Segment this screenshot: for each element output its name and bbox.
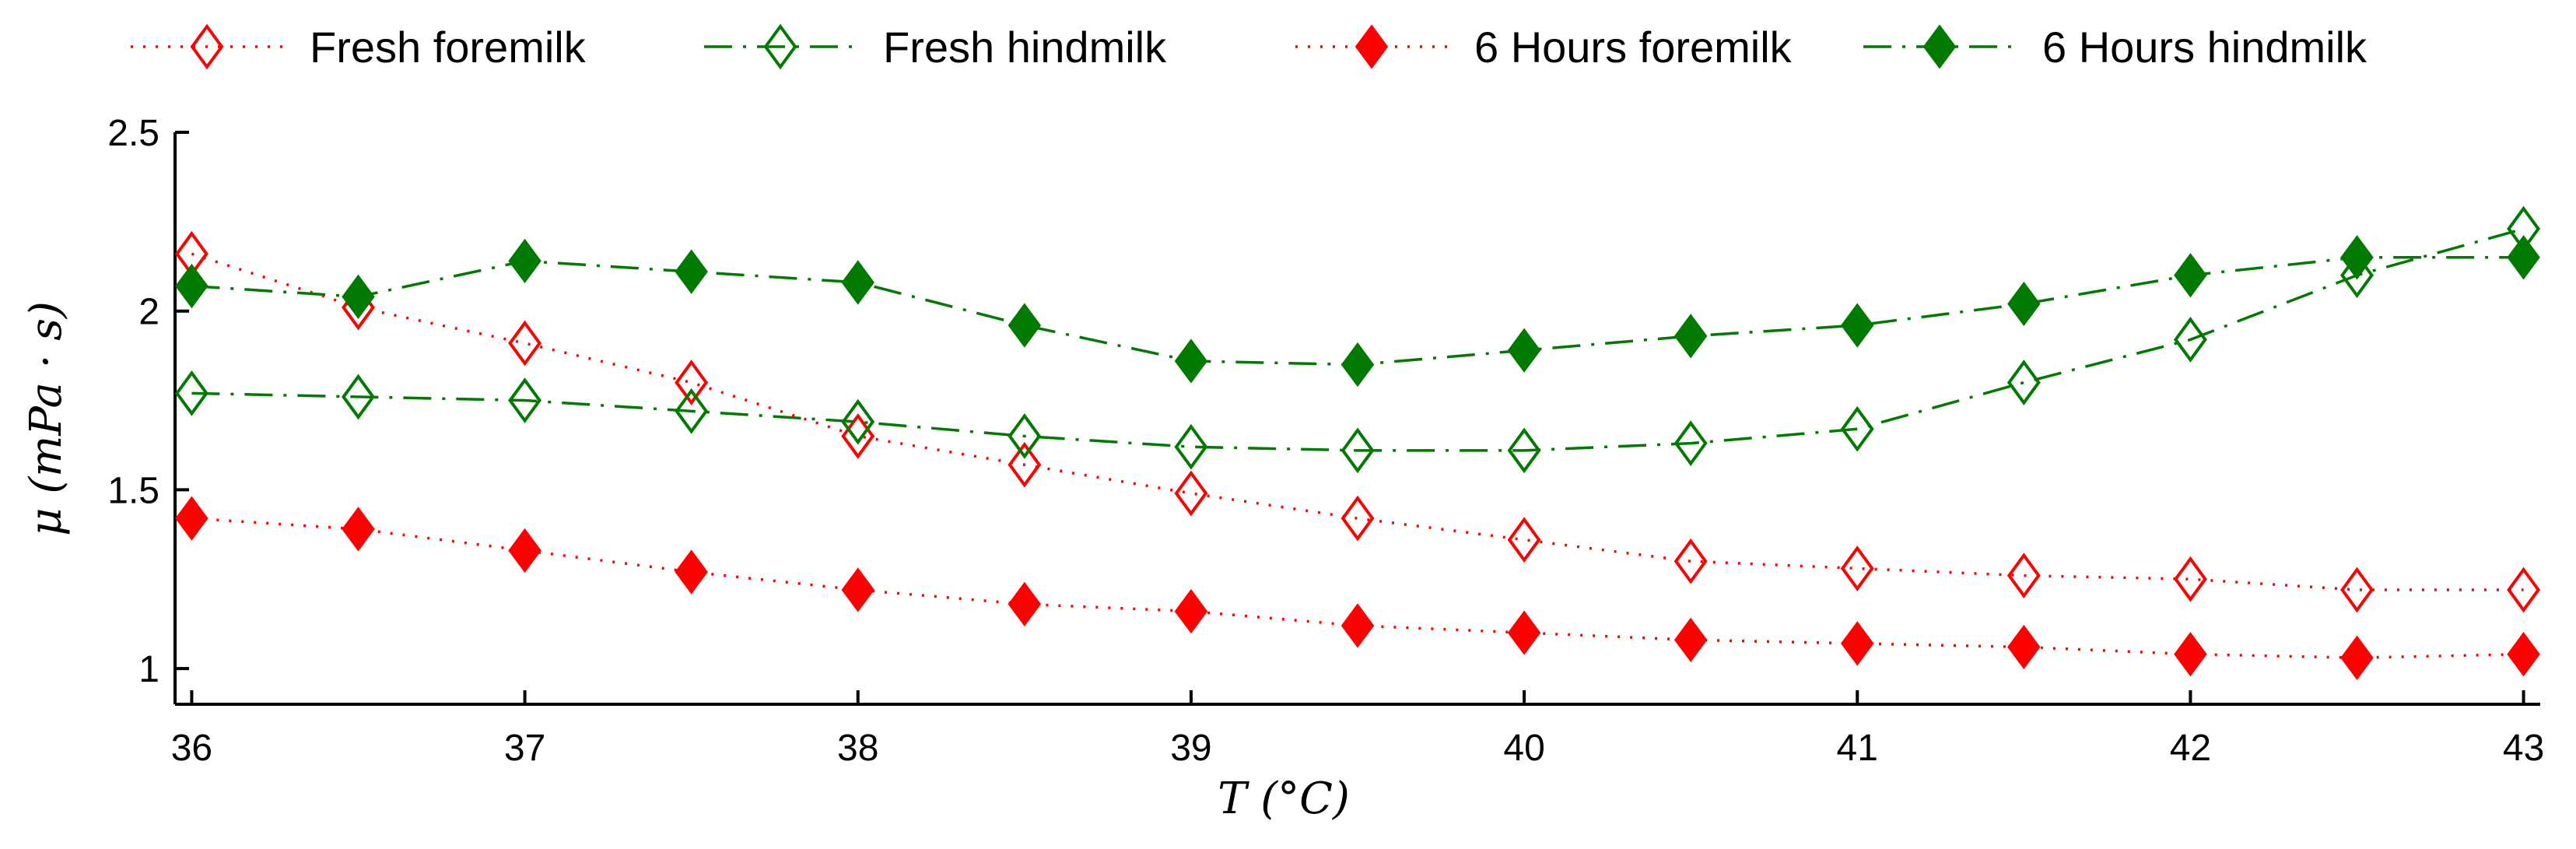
data-point xyxy=(1341,342,1375,388)
data-point xyxy=(1008,441,1042,488)
data-point xyxy=(2173,556,2207,602)
data-point xyxy=(342,507,375,552)
data-point xyxy=(1507,610,1541,655)
data-point xyxy=(342,274,375,319)
data-point xyxy=(508,320,542,367)
data-point xyxy=(1674,617,1708,662)
legend-label: Fresh foremilk xyxy=(310,23,587,72)
y-tick-label: 2 xyxy=(138,292,159,333)
legend-marker xyxy=(1922,24,1957,69)
data-point xyxy=(1840,405,1874,452)
data-point xyxy=(841,567,874,612)
x-tick-label: 36 xyxy=(171,728,212,769)
legend-label: 6 Hours hindmilk xyxy=(2042,23,2367,72)
data-point xyxy=(2507,235,2540,280)
data-point xyxy=(1507,427,1541,474)
data-point xyxy=(675,360,709,405)
data-point xyxy=(174,370,209,416)
series-6-hours-foremilk xyxy=(175,496,2540,680)
x-tick-label: 42 xyxy=(2170,728,2211,769)
data-point xyxy=(1507,517,1541,563)
data-point xyxy=(2340,635,2374,680)
data-point xyxy=(2507,567,2541,613)
data-point xyxy=(2006,553,2041,599)
data-point xyxy=(675,249,708,294)
y-axis-title: μ (mPa · s) xyxy=(21,301,72,536)
data-point xyxy=(675,388,709,434)
data-point xyxy=(1674,420,1708,467)
data-point xyxy=(508,528,541,574)
data-point xyxy=(1008,581,1042,627)
data-point xyxy=(1341,603,1375,648)
data-point xyxy=(1674,314,1708,359)
data-point xyxy=(1008,413,1042,459)
series-layer xyxy=(174,205,2541,680)
data-point xyxy=(2007,281,2041,327)
x-tick-label: 39 xyxy=(1170,728,1211,769)
x-tick-label: 38 xyxy=(837,728,878,769)
data-point xyxy=(2174,632,2207,677)
y-tick-label: 1 xyxy=(138,649,159,690)
data-point xyxy=(342,374,375,420)
data-point xyxy=(1341,427,1375,474)
plot-area: 1 1.5 2 2.5 36 37 38 39 40 41 42 43 xyxy=(107,113,2544,769)
data-point xyxy=(1174,339,1208,384)
x-tick-label: 40 xyxy=(1503,728,1544,769)
y-tick-label: 2.5 xyxy=(107,113,159,154)
x-tick-label: 41 xyxy=(1837,728,1878,769)
data-point xyxy=(841,398,875,445)
data-point xyxy=(2340,252,2374,299)
data-point xyxy=(2173,317,2207,363)
data-point xyxy=(1174,423,1208,470)
x-tick-label: 37 xyxy=(504,728,545,769)
y-tick-label: 1.5 xyxy=(107,470,159,511)
legend-label: 6 Hours foremilk xyxy=(1474,23,1793,72)
legend-marker xyxy=(1355,24,1389,69)
legend-item-fresh-foremilk: Fresh foremilk xyxy=(131,23,587,72)
data-point xyxy=(508,377,542,423)
data-point xyxy=(675,549,708,595)
data-point xyxy=(175,263,209,309)
data-point xyxy=(2174,253,2207,298)
data-point xyxy=(1341,495,1375,542)
legend-item-6-hours-hindmilk: 6 Hours hindmilk xyxy=(1863,23,2367,72)
data-point xyxy=(2006,360,2041,405)
legend: Fresh foremilk Fresh hindmilk 6 Hours fore… xyxy=(131,23,2367,72)
data-point xyxy=(1841,303,1874,348)
x-axis-title: T (°C) xyxy=(1218,774,1350,824)
legend-marker xyxy=(763,23,797,70)
data-point xyxy=(1174,470,1208,517)
legend-label: Fresh hindmilk xyxy=(883,23,1167,72)
data-point xyxy=(2007,624,2041,670)
series-line xyxy=(191,227,2525,452)
data-point xyxy=(175,496,209,541)
series-6-hours-hindmilk xyxy=(175,235,2540,388)
data-point xyxy=(1507,328,1541,373)
data-point xyxy=(1174,588,1208,634)
y-ticks: 1 1.5 2 2.5 xyxy=(107,113,189,690)
legend-item-fresh-hindmilk: Fresh hindmilk xyxy=(704,23,1167,72)
legend-item-6-hours-foremilk: 6 Hours foremilk xyxy=(1295,23,1793,72)
data-point xyxy=(1674,538,1708,584)
data-point xyxy=(1840,546,1874,591)
data-point xyxy=(2507,632,2540,677)
x-ticks: 36 37 38 39 40 41 42 43 xyxy=(171,690,2544,769)
data-point xyxy=(2340,235,2374,280)
legend-marker xyxy=(190,23,224,70)
data-point xyxy=(1841,621,1874,666)
data-point xyxy=(1008,303,1042,348)
data-point xyxy=(508,238,541,284)
data-point xyxy=(2340,567,2374,613)
x-tick-label: 43 xyxy=(2503,728,2544,769)
series-fresh-hindmilk xyxy=(174,205,2541,474)
data-point xyxy=(841,260,874,305)
